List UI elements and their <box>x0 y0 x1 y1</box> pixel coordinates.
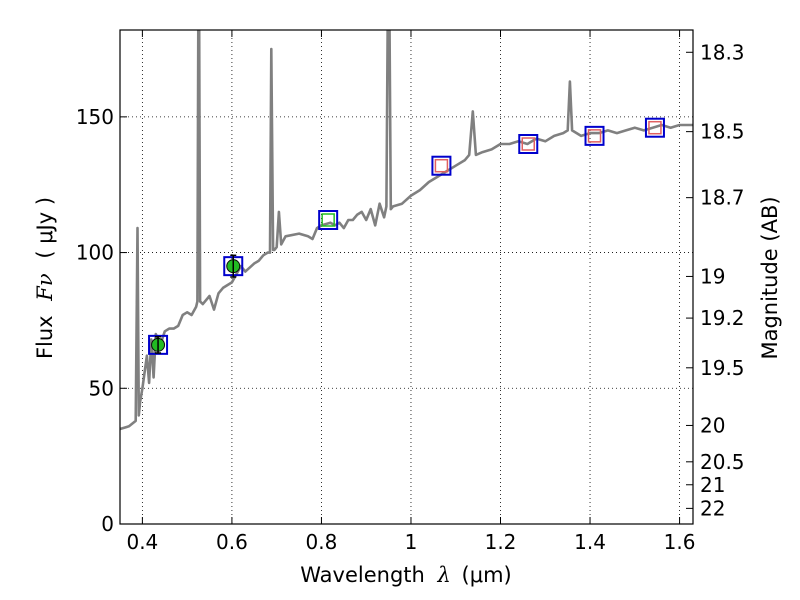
mag-tick-label: 19 <box>700 264 725 288</box>
y-tick-label: 150 <box>76 105 114 129</box>
mag-tick-label: 20.5 <box>700 450 745 474</box>
mag-tick-label: 20 <box>700 413 725 437</box>
model-marker <box>587 129 602 143</box>
photometry-point <box>223 254 244 278</box>
photometry-box <box>644 117 665 138</box>
x-axis-title: Wavelength λ (μm) <box>300 563 511 587</box>
mag-tick-label: 18.7 <box>700 186 745 210</box>
x-tick-label: 1.6 <box>664 530 696 554</box>
y-axis-title: Flux Fν ( μJy ) <box>33 197 57 359</box>
photometry-point <box>518 134 539 154</box>
x-tick-label: 0.6 <box>216 530 248 554</box>
photometry-box <box>318 210 339 230</box>
x-tick-label: 1.4 <box>574 530 606 554</box>
x-tick-label: 0.8 <box>306 530 338 554</box>
photometry-point <box>584 125 605 146</box>
photometry-box <box>431 155 452 176</box>
plot-frame <box>119 29 694 525</box>
x-tick-label: 1 <box>405 530 418 554</box>
y-tick-label: 100 <box>76 241 114 265</box>
mag-tick-label: 19.2 <box>700 306 745 330</box>
mag-tick-label: 22 <box>700 496 725 520</box>
mag-tick-label: 21 <box>700 473 725 497</box>
photometry-box <box>518 134 539 154</box>
y-tick-label: 50 <box>89 376 114 400</box>
model-marker <box>648 120 662 135</box>
photometry-point <box>318 210 339 230</box>
axis-ticks: 0.4 0.6 0.8 1 1.2 1.4 1.6 0 50 100 150 18.3 18.5 18.7… <box>76 30 745 554</box>
model-marker <box>321 213 335 227</box>
photometry-box <box>148 334 169 355</box>
x-tick-label: 1.2 <box>485 530 517 554</box>
model-marker <box>434 158 449 173</box>
mag-tick-label: 18.5 <box>700 120 745 144</box>
x-tick-label: 0.4 <box>126 530 158 554</box>
spectrum-line <box>120 30 693 431</box>
mag-tick-label: 19.5 <box>700 356 745 380</box>
gridlines <box>120 30 693 525</box>
photometry-box <box>584 125 605 146</box>
photometry-point <box>148 334 169 355</box>
model-marker <box>521 137 536 151</box>
spectrum-series <box>120 30 693 431</box>
photometry-point <box>431 155 452 176</box>
photometry-points <box>148 117 665 355</box>
y2-axis-title: Magnitude (AB) <box>758 196 782 359</box>
mag-tick-label: 18.3 <box>700 40 745 64</box>
photometry-point <box>644 117 665 138</box>
y-tick-label: 0 <box>101 512 114 536</box>
